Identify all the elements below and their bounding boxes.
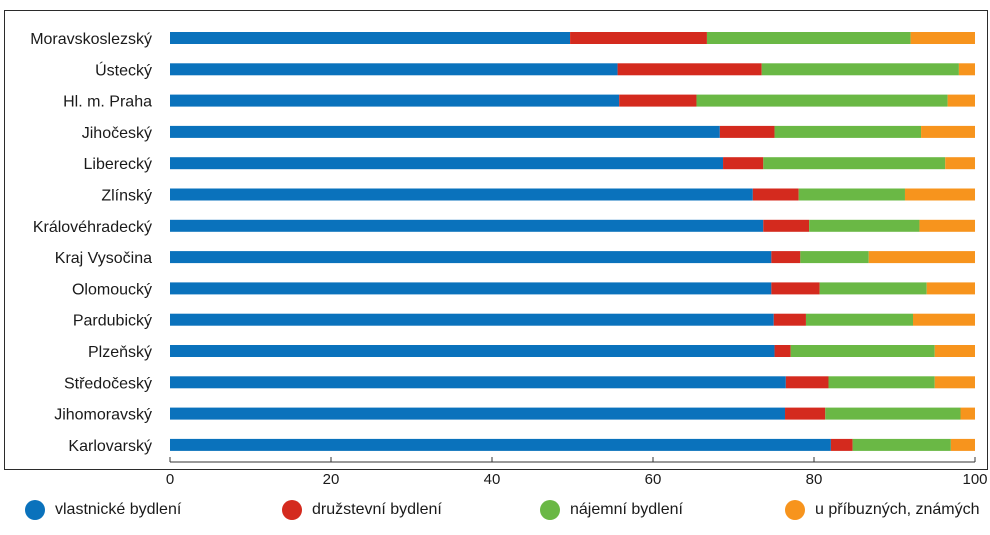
bar-segment bbox=[809, 219, 920, 232]
legend-item: družstevní bydlení bbox=[282, 500, 442, 520]
bar-segment bbox=[771, 282, 820, 295]
legend-item: u příbuzných, známých bbox=[785, 500, 980, 520]
x-tick-label: 80 bbox=[806, 471, 823, 488]
category-label: Středočeský bbox=[64, 375, 152, 392]
bar-segment bbox=[785, 376, 829, 389]
chart-frame bbox=[4, 10, 988, 470]
legend-item: nájemní bydlení bbox=[540, 500, 683, 520]
bar-segment bbox=[958, 63, 975, 76]
bar-segment bbox=[785, 407, 826, 420]
bar-segment bbox=[950, 438, 975, 451]
legend-swatch bbox=[540, 500, 560, 520]
bar-segment bbox=[719, 125, 775, 138]
bar-segment bbox=[805, 313, 914, 326]
bar-segment bbox=[910, 32, 975, 44]
stacked-bar-chart: Moravskoslezský Ústecký Hl. m. Praha Jihoče… bbox=[30, 31, 988, 488]
bar-segment bbox=[800, 251, 869, 264]
legend-swatch bbox=[25, 500, 45, 520]
bars bbox=[170, 32, 976, 451]
x-tick-label: 100 bbox=[962, 471, 987, 488]
legend-label: u příbuzných, známých bbox=[815, 501, 980, 518]
category-label: Pardubický bbox=[73, 313, 152, 330]
bar-segment bbox=[763, 219, 810, 232]
bar-segment bbox=[960, 407, 975, 420]
bar-segment bbox=[921, 125, 975, 138]
bar-segment bbox=[696, 94, 948, 107]
category-label: Ústecký bbox=[95, 60, 152, 79]
category-label: Olomoucký bbox=[72, 281, 152, 298]
bar-segment bbox=[913, 313, 975, 326]
bar-segment bbox=[170, 32, 571, 44]
bar-segment bbox=[170, 313, 774, 326]
bar-segment bbox=[170, 188, 753, 201]
category-label: Jihočeský bbox=[82, 125, 152, 142]
legend-label: nájemní bydlení bbox=[570, 501, 683, 518]
bar-segment bbox=[771, 251, 801, 264]
bar-segment bbox=[774, 125, 922, 138]
bar-segment bbox=[723, 157, 764, 170]
legend-swatch bbox=[785, 500, 805, 520]
legend-item: vlastnické bydlení bbox=[25, 500, 181, 520]
category-label: Plzeňský bbox=[88, 344, 152, 361]
bar-segment bbox=[706, 32, 911, 44]
bar-segment bbox=[752, 188, 799, 201]
bar-segment bbox=[947, 94, 975, 107]
bar-segment bbox=[761, 63, 959, 76]
bar-segment bbox=[774, 345, 791, 357]
category-labels: Moravskoslezský Ústecký Hl. m. Praha Jihoče… bbox=[30, 31, 152, 455]
bar-segment bbox=[934, 376, 975, 389]
bar-segment bbox=[170, 407, 786, 420]
bar-segment bbox=[919, 219, 976, 232]
category-label: Kraj Vysočina bbox=[55, 250, 152, 267]
category-label: Královéhradecký bbox=[33, 219, 152, 236]
bar-segment bbox=[934, 345, 975, 357]
bar-segment bbox=[617, 63, 762, 76]
bar-segment bbox=[170, 125, 720, 138]
bar-segment bbox=[868, 251, 975, 264]
bar-segment bbox=[619, 94, 697, 107]
bar-segment bbox=[170, 219, 764, 232]
x-tick-label: 60 bbox=[645, 471, 662, 488]
bar-segment bbox=[830, 438, 853, 451]
legend-label: družstevní bydlení bbox=[312, 501, 442, 518]
bar-segment bbox=[170, 438, 831, 451]
category-label: Hl. m. Praha bbox=[63, 94, 152, 111]
x-tick-label: 0 bbox=[166, 471, 174, 488]
x-tick-label: 40 bbox=[484, 471, 501, 488]
legend: vlastnické bydlení družstevní bydlení náje… bbox=[0, 500, 990, 530]
category-label: Zlínský bbox=[101, 188, 152, 205]
x-tick-label: 20 bbox=[323, 471, 340, 488]
bar-segment bbox=[819, 282, 927, 295]
bar-segment bbox=[170, 94, 620, 107]
bar-segment bbox=[852, 438, 951, 451]
bar-segment bbox=[926, 282, 975, 295]
bar-segment bbox=[570, 32, 707, 44]
bar-segment bbox=[798, 188, 905, 201]
category-label: Karlovarský bbox=[68, 438, 152, 455]
bar-segment bbox=[828, 376, 935, 389]
bar-segment bbox=[825, 407, 961, 420]
bar-segment bbox=[763, 157, 946, 170]
bar-segment bbox=[945, 157, 976, 170]
bar-segment bbox=[170, 63, 618, 76]
category-label: Moravskoslezský bbox=[30, 31, 152, 48]
bar-segment bbox=[904, 188, 976, 201]
category-label: Liberecký bbox=[84, 156, 152, 173]
bar-segment bbox=[773, 313, 806, 326]
legend-label: vlastnické bydlení bbox=[55, 501, 182, 518]
bar-segment bbox=[170, 282, 772, 295]
bar-segment bbox=[170, 376, 786, 389]
x-axis: 0 20 40 60 80 100 bbox=[166, 457, 988, 488]
bar-segment bbox=[790, 345, 935, 357]
bar-segment bbox=[170, 345, 775, 357]
category-label: Jihomoravský bbox=[54, 407, 152, 424]
legend-swatch bbox=[282, 500, 302, 520]
bar-segment bbox=[170, 157, 724, 170]
bar-segment bbox=[170, 251, 772, 264]
